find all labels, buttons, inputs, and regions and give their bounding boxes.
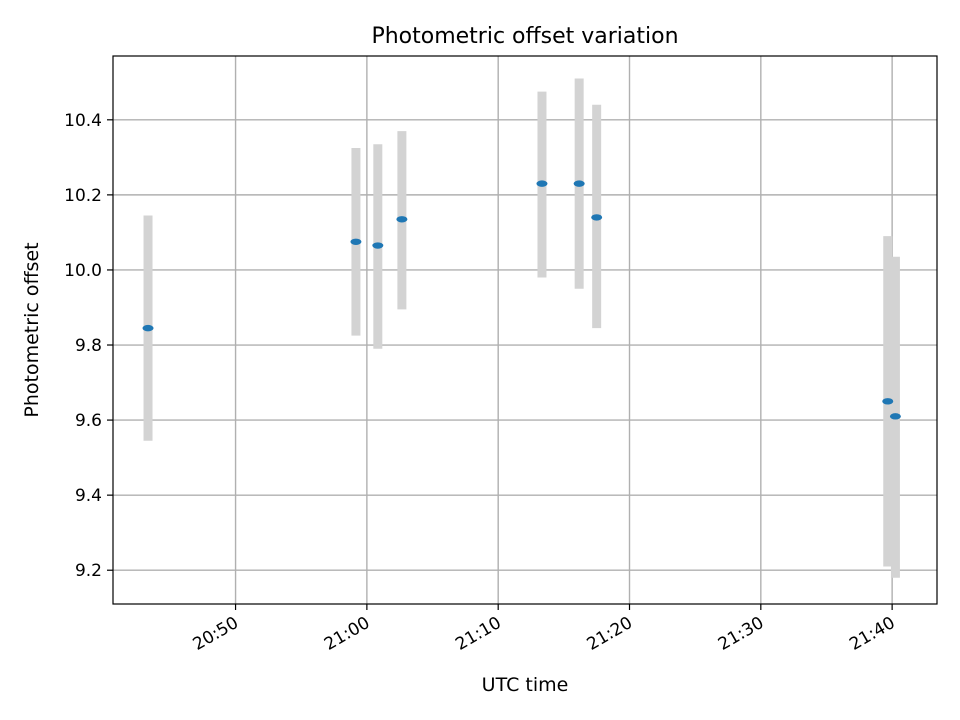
data-point [889, 413, 901, 420]
x-tick-label: 21:00 [321, 613, 373, 655]
data-point [591, 214, 603, 221]
grid-layer [113, 56, 937, 604]
x-tick-label: 20:50 [190, 613, 242, 655]
data-point [142, 324, 154, 332]
tick-layer: 20:50 21:00 21:10 21:20 21:30 21:40 9.2 9.4 9.6 9… [64, 111, 898, 655]
data-point [882, 398, 894, 405]
errorbar-layer [143, 78, 900, 578]
y-tick-label: 10.0 [64, 261, 102, 281]
data-point [350, 238, 362, 245]
chart-title: Photometric offset variation [371, 24, 678, 49]
x-tick-label: 21:40 [846, 613, 898, 655]
data-point [573, 180, 585, 187]
x-axis-label: UTC time [482, 674, 569, 696]
data-point [396, 216, 408, 223]
y-tick-label: 9.4 [75, 486, 102, 506]
y-tick-label: 9.6 [75, 411, 102, 431]
data-point [372, 242, 384, 249]
y-axis-label: Photometric offset [21, 242, 43, 417]
x-tick-label: 21:10 [452, 613, 504, 655]
plot-frame [112, 55, 938, 605]
x-tick-label: 21:20 [584, 613, 636, 655]
point-layer [142, 180, 901, 420]
y-tick-label: 10.4 [64, 111, 102, 131]
x-tick-label: 21:30 [715, 613, 767, 655]
y-tick-label: 9.2 [75, 561, 102, 581]
y-tick-label: 9.8 [75, 336, 102, 356]
data-point [536, 180, 548, 187]
y-tick-label: 10.2 [64, 186, 102, 206]
